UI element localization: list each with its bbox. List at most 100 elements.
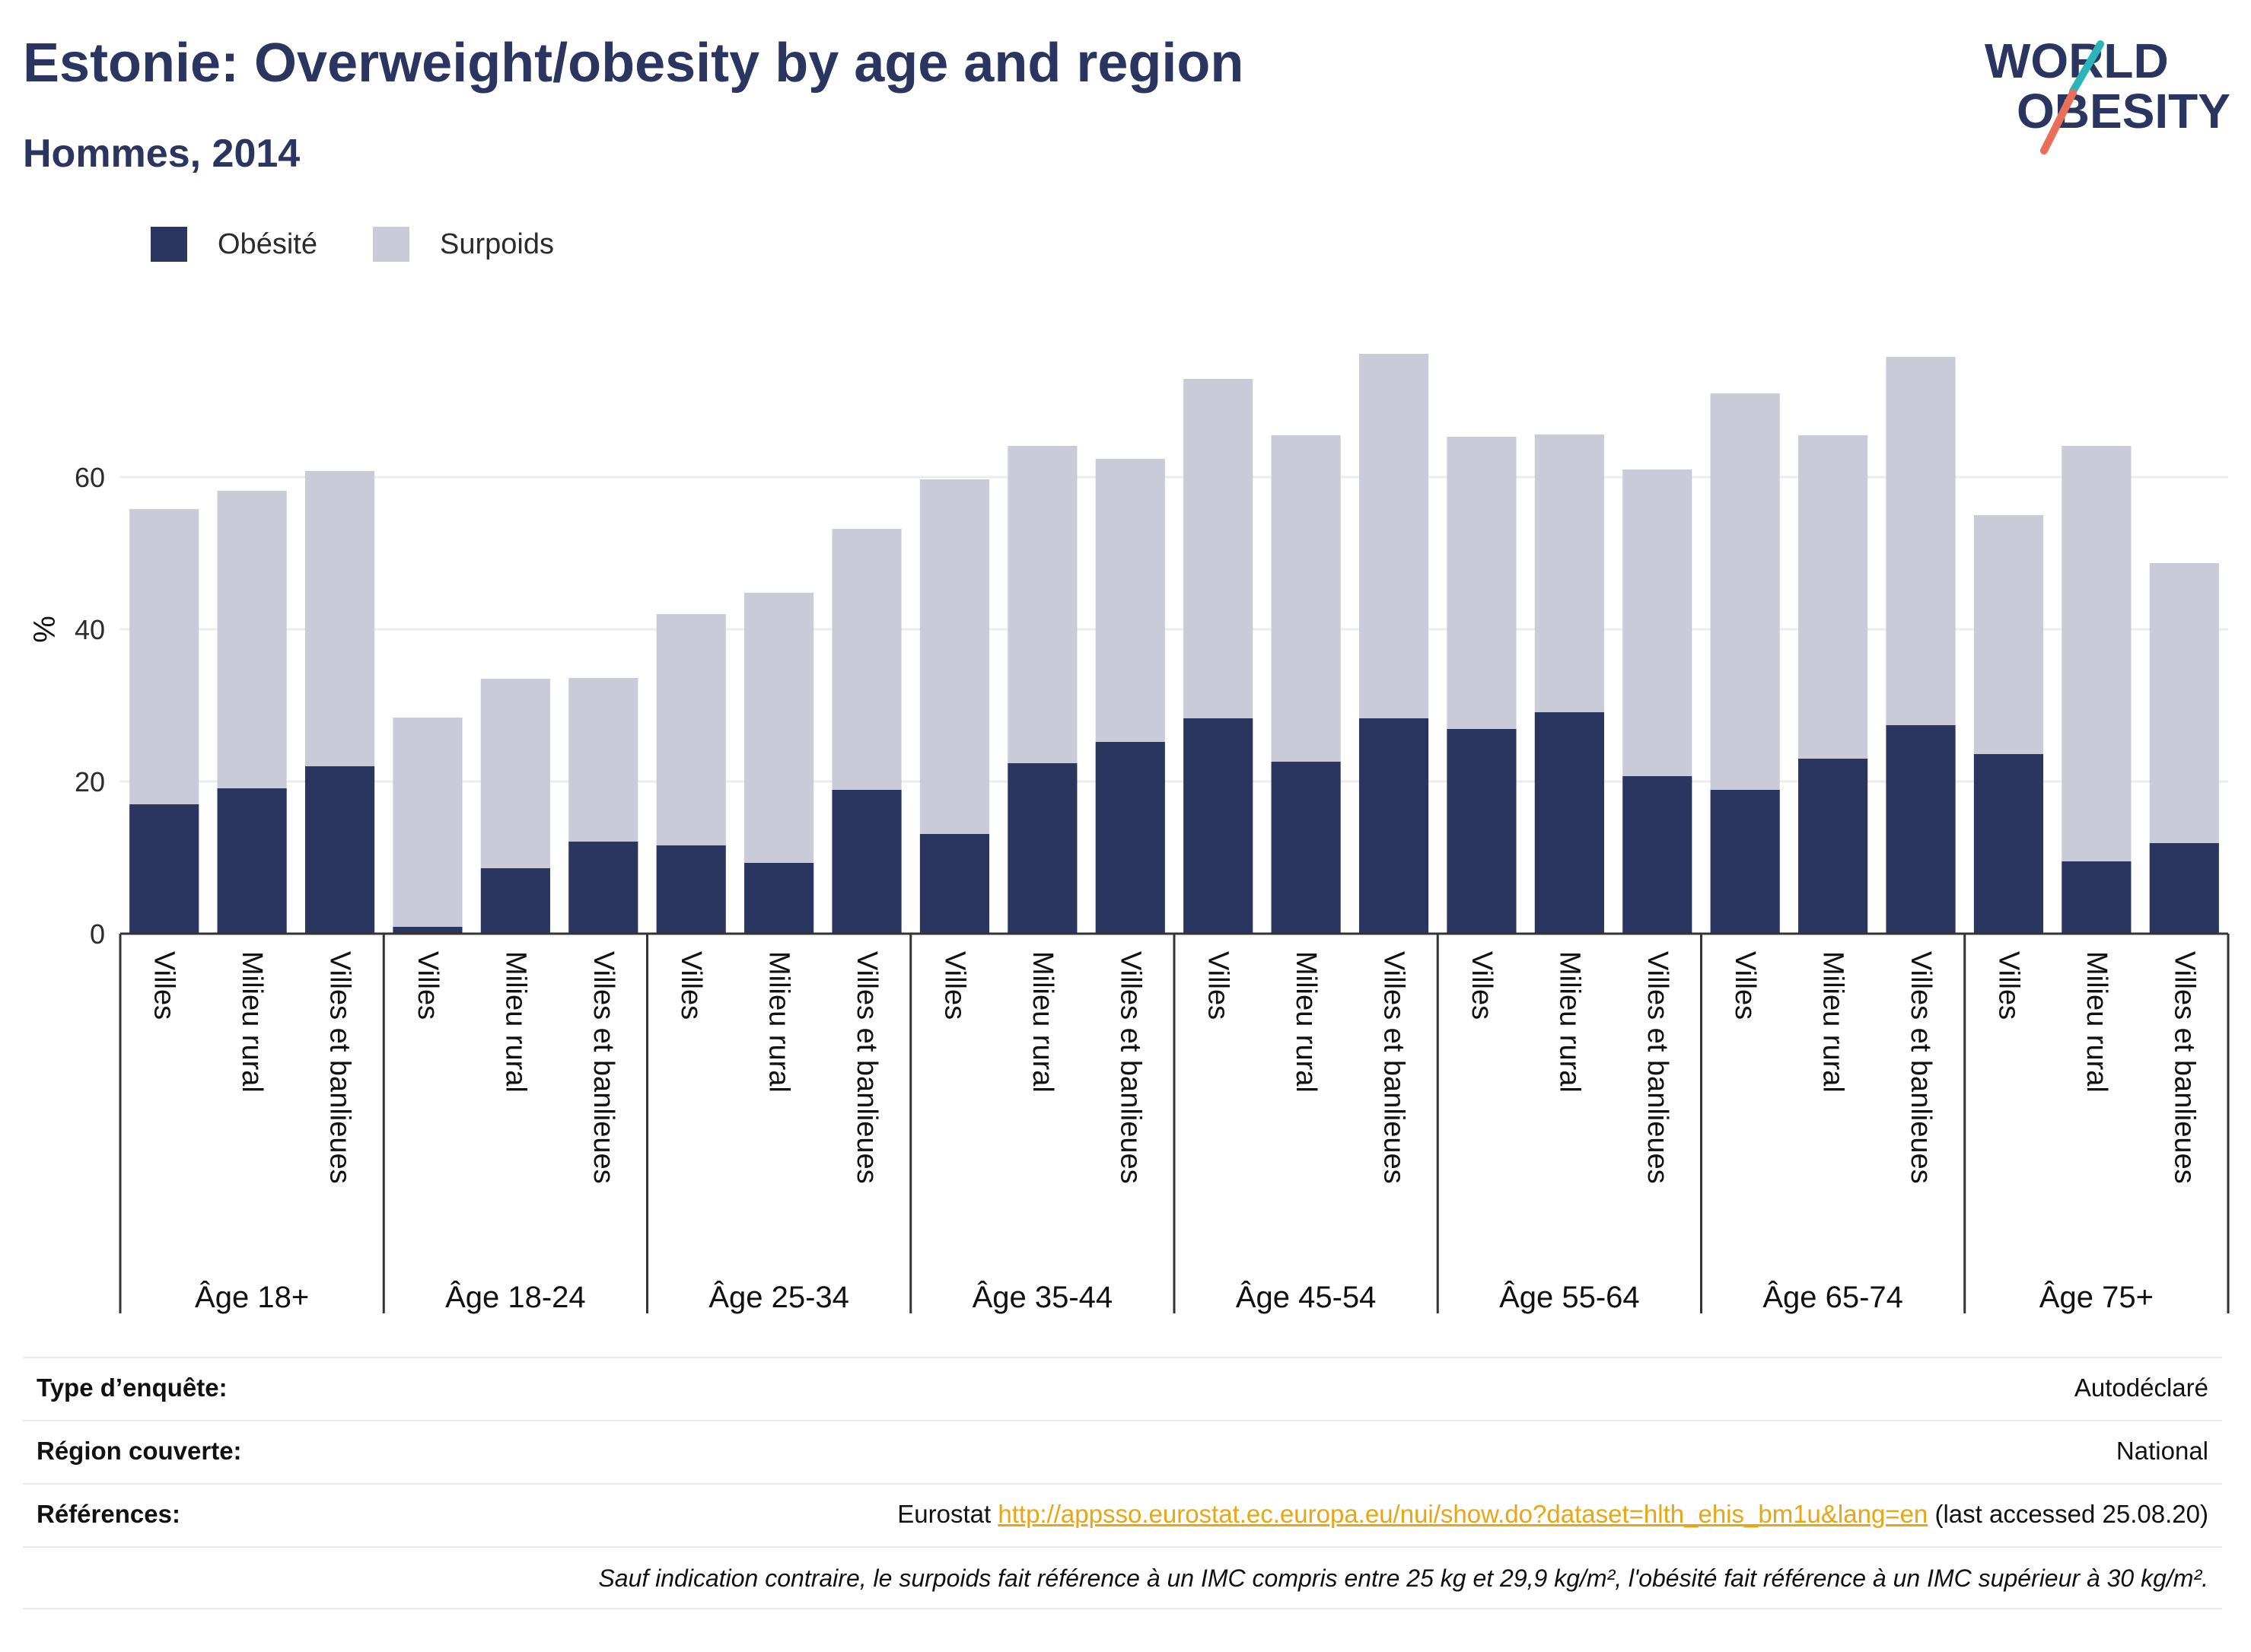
bar-surpoids bbox=[919, 479, 990, 834]
region-label: Région couverte: bbox=[37, 1437, 242, 1465]
region-value: National bbox=[2116, 1437, 2208, 1465]
legend-item-obesity[interactable]: Obésité bbox=[151, 225, 317, 263]
bar-surpoids bbox=[2149, 563, 2219, 843]
y-tick-label: 20 bbox=[75, 766, 105, 797]
bar-obesite bbox=[1008, 763, 1078, 934]
bar-obesite bbox=[1710, 790, 1780, 934]
bar-obesite bbox=[304, 766, 375, 934]
group-label: Âge 35-44 bbox=[973, 1280, 1113, 1314]
legend-label-overweight: Surpoids bbox=[440, 228, 554, 260]
x-tick-label: Villes et banlieues bbox=[587, 951, 619, 1184]
bar-surpoids bbox=[744, 593, 814, 863]
chart-subtitle: Hommes, 2014 bbox=[23, 132, 301, 176]
bar-obesite bbox=[1798, 759, 1868, 934]
bar-obesite bbox=[656, 845, 726, 934]
survey-type-label: Type d’enquête: bbox=[37, 1373, 228, 1402]
bar-surpoids bbox=[304, 471, 375, 766]
bar-surpoids bbox=[568, 678, 638, 842]
y-tick-label: 0 bbox=[90, 918, 105, 950]
group-label: Âge 65-74 bbox=[1762, 1280, 1903, 1314]
bar-obesite bbox=[1358, 718, 1429, 934]
info-row-note: Sauf indication contraire, le surpoids f… bbox=[23, 1546, 2222, 1609]
group-label: Âge 75+ bbox=[2039, 1280, 2154, 1314]
bar-obesite bbox=[2149, 843, 2219, 934]
x-tick-label: Milieu rural bbox=[1817, 951, 1849, 1093]
bar-obesite bbox=[1271, 762, 1341, 934]
bar-obesite bbox=[1534, 712, 1604, 934]
group-label: Âge 25-34 bbox=[708, 1280, 849, 1314]
x-tick-label: Milieu rural bbox=[763, 951, 795, 1093]
x-tick-label: Milieu rural bbox=[1027, 951, 1059, 1093]
x-tick-label: Villes et banlieues bbox=[1641, 951, 1673, 1184]
x-tick-label: Villes et banlieues bbox=[324, 951, 356, 1184]
bar-obesite bbox=[393, 927, 463, 934]
bar-obesite bbox=[1886, 725, 1956, 934]
group-label: Âge 18+ bbox=[195, 1280, 309, 1314]
x-tick-label: Villes bbox=[1202, 951, 1234, 1020]
group-label: Âge 18-24 bbox=[445, 1280, 586, 1314]
legend-swatch-overweight bbox=[373, 227, 409, 262]
bar-surpoids bbox=[393, 718, 463, 927]
x-tick-label: Villes bbox=[148, 951, 180, 1020]
stacked-bar-chart: 0 20 40 60% Villes Milieu rural Villes et banl… bbox=[28, 354, 2230, 1314]
references-value: Eurostat http://appsso.eurostat.ec.europ… bbox=[897, 1500, 2208, 1529]
group-label: Âge 55-64 bbox=[1499, 1280, 1640, 1314]
x-tick-label: Milieu rural bbox=[1553, 951, 1585, 1093]
world-obesity-logo: WORLD OBESITY bbox=[1985, 33, 2230, 154]
bar-obesite bbox=[1095, 742, 1165, 934]
bar-obesite bbox=[1973, 754, 2044, 934]
bar-obesite bbox=[832, 790, 902, 934]
bar-surpoids bbox=[832, 529, 902, 790]
bar-surpoids bbox=[1710, 393, 1780, 790]
bar-obesite bbox=[1183, 718, 1253, 934]
group-label: Âge 45-54 bbox=[1236, 1280, 1377, 1314]
definition-note: Sauf indication contraire, le surpoids f… bbox=[598, 1564, 2208, 1592]
x-tick-label: Villes et banlieues bbox=[851, 951, 883, 1184]
x-tick-label: Milieu rural bbox=[1290, 951, 1322, 1093]
x-tick-label: Villes bbox=[1466, 951, 1498, 1020]
info-row-survey-type: Type d’enquête: Autodéclaré bbox=[23, 1357, 2222, 1420]
chart-title: Estonie: Overweight/obesity by age and r… bbox=[23, 33, 1244, 94]
bar-surpoids bbox=[1183, 379, 1253, 718]
x-tick-label: Villes bbox=[675, 951, 707, 1020]
x-tick-label: Villes et banlieues bbox=[1378, 951, 1410, 1184]
bar-obesite bbox=[1622, 776, 1692, 934]
y-tick-label: 40 bbox=[75, 614, 105, 645]
legend-label-obesity: Obésité bbox=[218, 228, 317, 260]
x-tick-label: Villes bbox=[1729, 951, 1761, 1020]
bar-obesite bbox=[129, 804, 199, 934]
bar-surpoids bbox=[1886, 357, 1956, 725]
references-label: Références: bbox=[37, 1500, 180, 1528]
references-accessed: (last accessed 25.08.20) bbox=[1928, 1500, 2208, 1528]
x-tick-label: Villes et banlieues bbox=[2168, 951, 2200, 1184]
info-table: Type d’enquête: Autodéclaré Région couve… bbox=[23, 1357, 2222, 1609]
references-source: Eurostat bbox=[897, 1500, 998, 1528]
legend-swatch-obesity bbox=[151, 227, 187, 262]
references-link[interactable]: http://appsso.eurostat.ec.europa.eu/nui/… bbox=[998, 1500, 1928, 1528]
bar-obesite bbox=[2062, 861, 2132, 934]
bar-obesite bbox=[744, 863, 814, 934]
bar-obesite bbox=[568, 842, 638, 934]
bar-surpoids bbox=[1358, 354, 1429, 718]
bar-surpoids bbox=[656, 614, 726, 845]
bar-surpoids bbox=[1534, 434, 1604, 712]
bar-surpoids bbox=[1798, 435, 1868, 759]
info-row-region: Région couverte: National bbox=[23, 1420, 2222, 1483]
y-tick-label: 60 bbox=[75, 462, 105, 493]
x-tick-label: Milieu rural bbox=[499, 951, 531, 1093]
bar-surpoids bbox=[1008, 446, 1078, 763]
bar-surpoids bbox=[129, 509, 199, 804]
x-tick-label: Milieu rural bbox=[2081, 951, 2113, 1093]
bar-obesite bbox=[217, 788, 287, 934]
bar-surpoids bbox=[1447, 437, 1517, 729]
legend-item-overweight[interactable]: Surpoids bbox=[373, 225, 554, 263]
info-row-references: Références: Eurostat http://appsso.euros… bbox=[23, 1483, 2222, 1546]
x-tick-label: Villes bbox=[1992, 951, 2024, 1020]
bar-obesite bbox=[919, 834, 990, 934]
bar-surpoids bbox=[217, 491, 287, 788]
logo-slash-coral bbox=[2040, 89, 2077, 154]
x-tick-label: Milieu rural bbox=[236, 951, 268, 1093]
bar-surpoids bbox=[2062, 446, 2132, 861]
bar-surpoids bbox=[1622, 469, 1692, 776]
x-tick-label: Villes bbox=[938, 951, 970, 1020]
